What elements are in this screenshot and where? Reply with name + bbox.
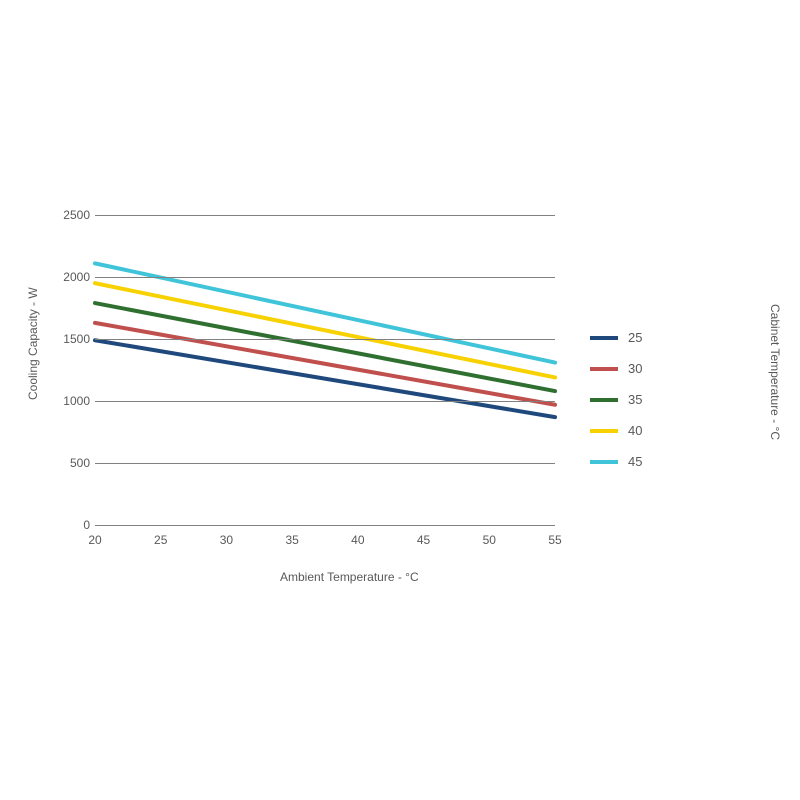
legend-item: 30: [590, 361, 642, 376]
y-tick-label: 2000: [50, 270, 90, 284]
x-tick-label: 25: [154, 533, 167, 547]
gridline: [95, 215, 555, 216]
plot-area: 050010001500200025002025303540455055: [95, 215, 555, 526]
x-tick-label: 40: [351, 533, 364, 547]
legend-swatch: [590, 460, 618, 464]
legend: 25 30 35 40 45: [590, 330, 642, 485]
gridline: [95, 463, 555, 464]
x-axis-label: Ambient Temperature - °C: [280, 570, 419, 584]
gridline: [95, 277, 555, 278]
legend-label: 25: [628, 330, 642, 345]
gridline: [95, 401, 555, 402]
gridline: [95, 339, 555, 340]
legend-label: 30: [628, 361, 642, 376]
legend-item: 45: [590, 454, 642, 469]
legend-swatch: [590, 367, 618, 371]
y-tick-label: 1000: [50, 394, 90, 408]
legend-label: 45: [628, 454, 642, 469]
y-tick-label: 2500: [50, 208, 90, 222]
x-tick-label: 45: [417, 533, 430, 547]
legend-item: 25: [590, 330, 642, 345]
x-tick-label: 35: [285, 533, 298, 547]
legend-item: 40: [590, 423, 642, 438]
chart-lines: [95, 215, 555, 525]
y-tick-label: 500: [50, 456, 90, 470]
legend-label: 40: [628, 423, 642, 438]
x-tick-label: 20: [88, 533, 101, 547]
legend-swatch: [590, 398, 618, 402]
y-tick-label: 0: [50, 518, 90, 532]
right-axis-label: Cabinet Temperature - °C: [768, 304, 782, 440]
legend-swatch: [590, 429, 618, 433]
x-tick-label: 55: [548, 533, 561, 547]
legend-swatch: [590, 336, 618, 340]
gridline: [95, 525, 555, 526]
y-axis-label: Cooling Capacity - W: [26, 287, 40, 400]
y-tick-label: 1500: [50, 332, 90, 346]
legend-label: 35: [628, 392, 642, 407]
x-tick-label: 50: [483, 533, 496, 547]
legend-item: 35: [590, 392, 642, 407]
x-tick-label: 30: [220, 533, 233, 547]
